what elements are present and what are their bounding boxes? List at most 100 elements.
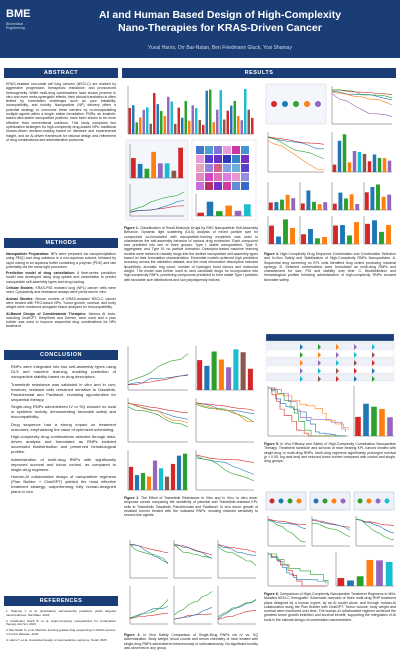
schedule-mark: [372, 344, 375, 350]
schedule-mark: [354, 360, 357, 366]
heat-cell: [232, 182, 240, 190]
bar-shape: [379, 231, 384, 244]
curve-shape: [331, 93, 393, 117]
bar-shape: [146, 476, 152, 490]
curve-shape: [129, 543, 169, 563]
heat-cell: [241, 155, 249, 163]
caption: Figure 1. Classification of Small-Molecu…: [124, 226, 258, 338]
heat-cell: [196, 182, 204, 190]
bar-shape: [167, 96, 170, 134]
caption-text: Classification of Small-Molecule Drugs b…: [124, 226, 258, 282]
section-heading: REFERENCES: [4, 596, 118, 606]
drug-dot: [269, 498, 275, 504]
bar-shape: [291, 198, 296, 210]
curve-shape: [129, 544, 169, 565]
bar-shape: [174, 123, 177, 134]
bar-shape: [240, 352, 246, 390]
bar-shape: [280, 199, 284, 210]
bar-shape: [160, 111, 163, 134]
bar-shape: [312, 201, 316, 210]
caption-text: The Effect of Trametinib Resistance In V…: [124, 496, 258, 518]
scheme: [265, 491, 307, 511]
curve-shape: [267, 519, 307, 530]
bar-shape: [283, 219, 288, 244]
bar-shape: [216, 211, 223, 216]
bar-shape: [177, 107, 180, 134]
bar-shape: [233, 101, 236, 134]
method: Nanoparticle Preparation: NPs were prepa…: [6, 252, 116, 269]
bar-shape: [156, 104, 159, 134]
curve-shape: [129, 544, 169, 553]
bar-shape: [223, 119, 226, 134]
bar-shape: [188, 120, 191, 134]
schedule-mark: [300, 344, 303, 350]
bar-shape: [385, 561, 393, 586]
bar-shape: [195, 108, 198, 134]
schedule-mark: [372, 376, 375, 382]
reference: 4. Harris Y, et al. AI-assisted design o…: [6, 637, 108, 642]
curve-shape: [195, 402, 255, 411]
bar-shape: [382, 158, 387, 172]
curve-shape: [127, 402, 189, 420]
bar-shape: [337, 140, 342, 172]
bar-shape: [308, 228, 313, 244]
bar-shape: [247, 109, 250, 134]
method: Prediction model of drug cancellation: A…: [6, 271, 116, 284]
heat-cell: [214, 164, 222, 172]
curve-shape: [195, 402, 255, 422]
bar-shape: [209, 89, 212, 134]
bar-shape: [153, 93, 156, 134]
bar-shape: [290, 227, 295, 244]
drug-dot: [384, 498, 390, 504]
method-lead: Prediction model of drug cancellation:: [6, 271, 75, 276]
bar-shape: [301, 234, 306, 244]
caption-label: Figure 5.: [264, 442, 279, 446]
caption-text: In Vivo Safety Comparison of Single-Drug…: [124, 633, 258, 650]
heat-cell: [196, 146, 204, 154]
bar-shape: [365, 223, 370, 244]
bar-shape: [269, 225, 274, 244]
title-line: Nano-Therapies for KRAS-Driven Cancer: [118, 22, 322, 34]
heat-cell: [214, 182, 222, 190]
bar-shape: [170, 463, 176, 490]
schedule-mark: [336, 368, 339, 374]
caption-text: Comparison of High-Complexity Nanopartic…: [264, 592, 396, 622]
bar-shape: [363, 403, 369, 436]
bar-shape: [151, 151, 156, 178]
curve-shape: [217, 610, 257, 620]
bar-shape: [377, 157, 382, 172]
bar-shape: [152, 460, 158, 490]
heat-cell: [241, 164, 249, 172]
node: [293, 101, 299, 107]
bar-shape: [347, 580, 354, 586]
caption: Figure 4. High-Complexity Drug Sequence …: [264, 252, 396, 328]
heat-cell: [214, 146, 222, 154]
method-text: Various AI tools, including ChatGPT, Dee…: [6, 311, 116, 329]
reference: 3. Bar-Natan O, et al. Machine learning …: [6, 628, 116, 636]
bar-shape: [340, 225, 345, 244]
bar-shape: [218, 359, 224, 390]
bar-shape: [164, 163, 170, 178]
drug-dot: [366, 498, 372, 504]
bar-shape: [355, 416, 361, 436]
curve-shape: [267, 518, 307, 525]
schedule-mark: [372, 368, 375, 374]
bar-shape: [226, 367, 232, 390]
bar-shape: [158, 468, 164, 490]
bar-shape: [144, 168, 150, 178]
bar-shape: [362, 153, 367, 172]
bar-shape: [205, 90, 208, 134]
schedule-mark: [318, 360, 321, 366]
bar-shape: [163, 115, 166, 134]
drug-dot: [322, 498, 328, 504]
header: BME Biomedical Engineering AI and Human …: [0, 0, 400, 58]
curve-shape: [173, 544, 213, 559]
caption-label: Figure 3.: [124, 633, 141, 637]
bar-shape: [322, 237, 327, 244]
bar-shape: [178, 147, 183, 178]
heat-cell: [223, 155, 231, 163]
bullet: Trametinib resistance was validated in v…: [11, 382, 116, 402]
survival-shape: [268, 387, 349, 430]
bar-shape: [128, 107, 131, 134]
bullet: Administration of multi-drug RNPs with s…: [11, 457, 116, 472]
